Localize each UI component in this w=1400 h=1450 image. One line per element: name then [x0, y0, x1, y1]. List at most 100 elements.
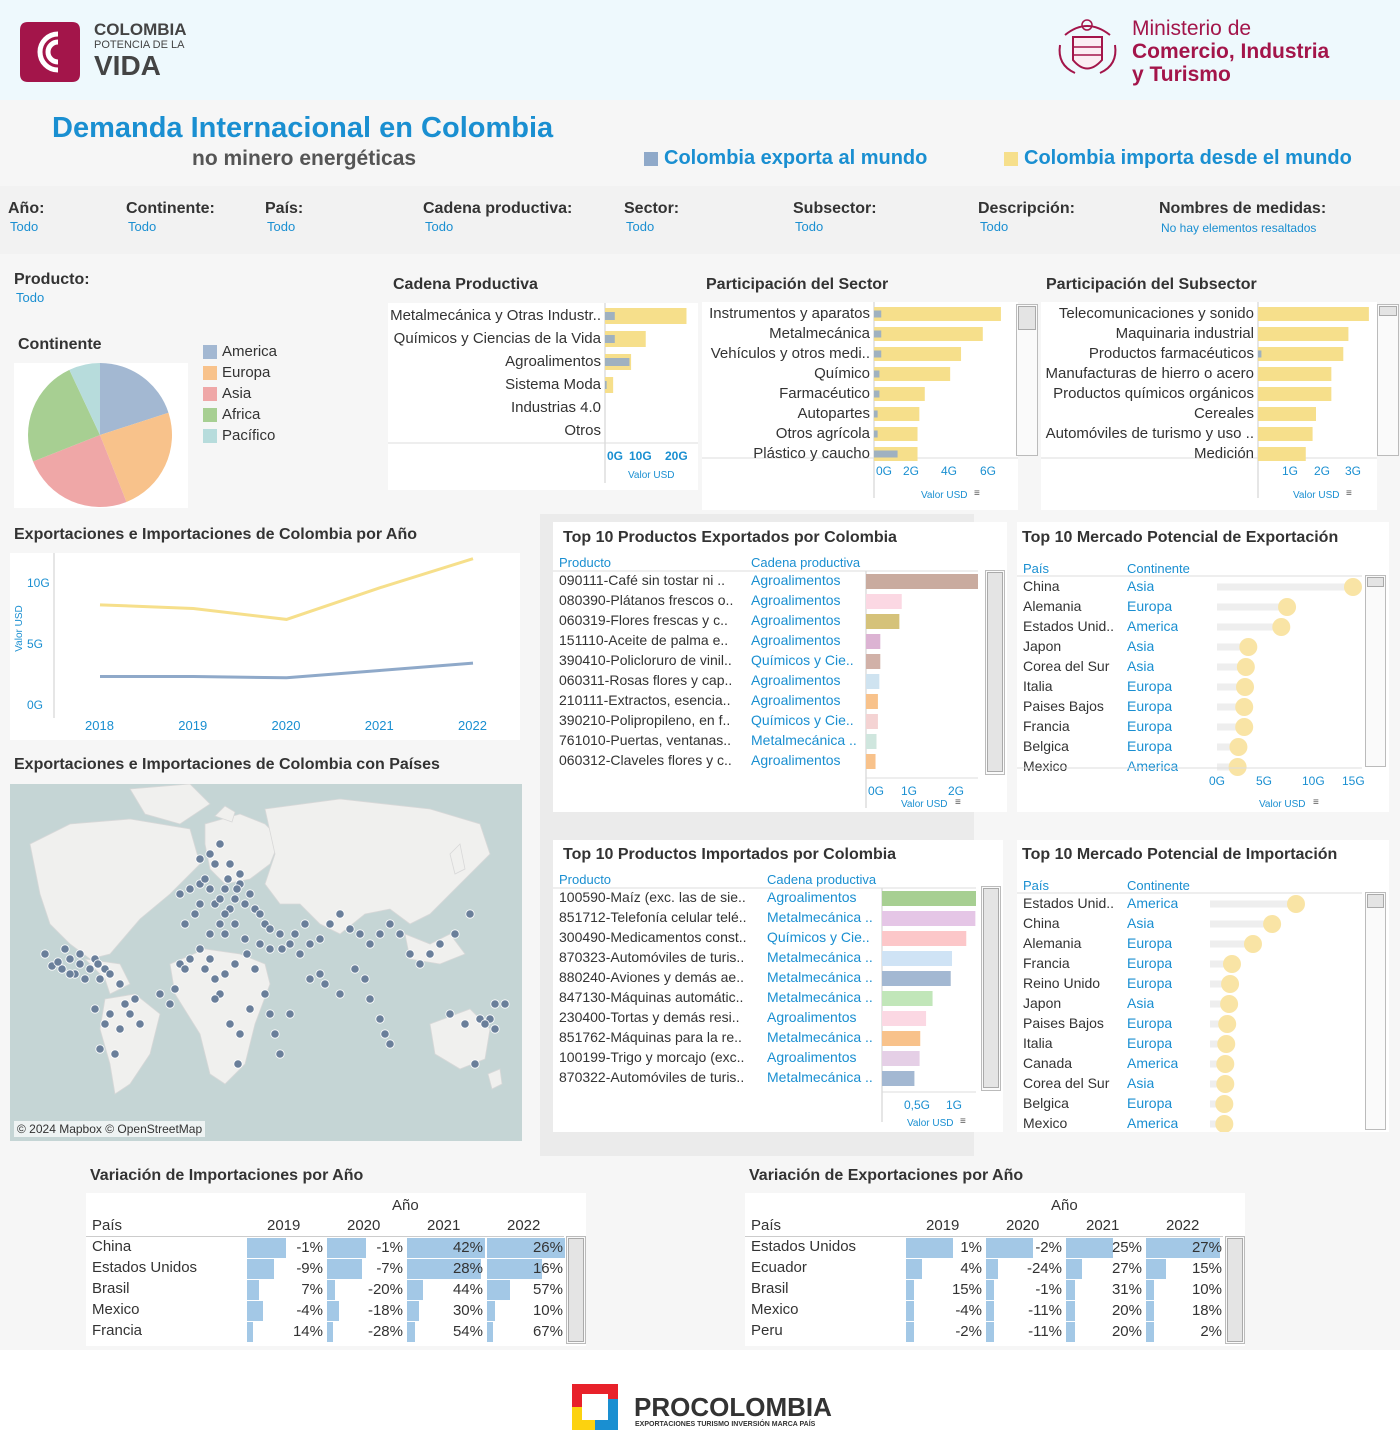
top_exp_products-row-producto[interactable]: 210111-Extractos, esencia.. [559, 692, 731, 708]
top_exp_markets-row-continente[interactable]: Asia [1127, 638, 1155, 654]
filter-descripcion-value[interactable]: Todo [980, 219, 1009, 234]
map-country-dot[interactable] [205, 929, 215, 939]
cadena-export-bar[interactable] [605, 381, 607, 389]
legend-label-asia[interactable]: Asia [222, 385, 252, 402]
top-imp-products-bars[interactable] [553, 840, 1003, 1132]
top_imp_products-row-cadena[interactable]: Metalmecánica .. [767, 969, 873, 985]
map-country-dot[interactable] [130, 994, 140, 1004]
top_exp_products-row-producto[interactable]: 390210-Polipropileno, en f.. [559, 712, 731, 728]
map-country-dot[interactable] [265, 944, 275, 954]
top_exp_markets-row-dot[interactable] [1229, 738, 1248, 756]
map-country-dot[interactable] [223, 874, 233, 884]
sector-category-label[interactable]: Otros agrícola [775, 425, 870, 442]
map-country-dot[interactable] [125, 1009, 135, 1019]
map-country-dot[interactable] [360, 974, 370, 984]
top_exp_products-row-bar[interactable] [866, 594, 902, 609]
sector-category-label[interactable]: Químico [814, 365, 870, 382]
map-country-dot[interactable] [205, 884, 215, 894]
var_exports-cell-value[interactable]: -24% [1026, 1260, 1062, 1277]
map-country-dot[interactable] [395, 929, 405, 939]
cadena-export-bar[interactable] [605, 335, 615, 343]
map-country-dot[interactable] [365, 939, 375, 949]
continent-pie-chart[interactable] [14, 363, 188, 508]
map-country-dot[interactable] [190, 909, 200, 919]
top_exp_products-row-cadena[interactable]: Agroalimentos [751, 612, 841, 628]
var_exports-cell-value[interactable]: 31% [1111, 1281, 1142, 1298]
top_imp_products-row-cadena[interactable]: Químicos y Cie.. [767, 929, 870, 945]
top_exp_products-row-bar[interactable] [866, 654, 881, 669]
map-country-dot[interactable] [53, 957, 63, 967]
map-country-dot[interactable] [205, 849, 215, 859]
top_exp_markets-row-continente[interactable]: Europa [1127, 678, 1173, 694]
top_imp_markets-row-pais[interactable]: China [1023, 915, 1060, 931]
sector-bar-chart[interactable] [702, 302, 1020, 510]
subsector-category-label[interactable]: Medición [1193, 445, 1254, 462]
top_exp_markets-row-pais[interactable]: Japon [1023, 638, 1062, 654]
top_imp_products-row-cadena[interactable]: Metalmecánica .. [767, 909, 873, 925]
map-country-dot[interactable] [175, 889, 185, 899]
var_exports-row-pais[interactable]: Ecuador [751, 1259, 807, 1276]
top_exp_products-row-cadena[interactable]: Agroalimentos [751, 592, 841, 608]
sector-category-label[interactable]: Vehículos y otros medi.. [710, 345, 870, 362]
top_imp_products-row-bar[interactable] [882, 911, 976, 926]
subsector-category-label[interactable]: Telecomunicaciones y sonido [1058, 305, 1254, 322]
var_exports-cell-value[interactable]: -4% [955, 1302, 982, 1319]
var_imports-cell-value[interactable]: -4% [296, 1302, 323, 1319]
var_exports-cell-value[interactable]: 27% [1191, 1239, 1222, 1256]
var_exports-cell-value[interactable]: 27% [1111, 1260, 1142, 1277]
top_imp_markets-row-dot[interactable] [1218, 1015, 1237, 1033]
top_imp_markets-row-pais[interactable]: Alemania [1023, 935, 1082, 951]
top_exp_products-row-producto[interactable]: 060319-Flores frescas y c.. [559, 612, 728, 628]
filter-subsector-value[interactable]: Todo [795, 219, 824, 234]
map-country-dot[interactable] [225, 1019, 235, 1029]
map-country-dot[interactable] [40, 949, 50, 959]
var_exports-cell-value[interactable]: 15% [1191, 1260, 1222, 1277]
sector-scrollbar-track[interactable] [1016, 304, 1038, 456]
cadena-category-label[interactable]: Otros [564, 422, 601, 439]
map-country-dot[interactable] [480, 1019, 490, 1029]
var_exports-cell-value[interactable]: -2% [955, 1323, 982, 1340]
top-exp-sort-icon[interactable]: ≡ [955, 797, 961, 808]
top_exp_products-row-cadena[interactable]: Metalmecánica .. [751, 732, 857, 748]
top_imp_products-row-bar[interactable] [882, 1051, 920, 1066]
var_imports-cell-value[interactable]: 30% [452, 1302, 483, 1319]
cadena-category-label[interactable]: Sistema Moda [505, 376, 601, 393]
top_exp_markets-row-continente[interactable]: Europa [1127, 598, 1173, 614]
map-country-dot[interactable] [115, 1024, 125, 1034]
sector-import-bar[interactable] [874, 407, 920, 421]
var_exports-cell-value[interactable]: 20% [1111, 1302, 1142, 1319]
sector-export-bar[interactable] [874, 450, 898, 458]
sector-export-bar[interactable] [874, 330, 882, 338]
map-country-dot[interactable] [195, 899, 205, 909]
sector-import-bar[interactable] [874, 327, 983, 341]
map-country-dot[interactable] [85, 964, 95, 974]
top_imp_markets-row-pais[interactable]: Japon [1023, 995, 1062, 1011]
pie-slice-europa[interactable] [100, 412, 173, 502]
map-country-dot[interactable] [465, 909, 475, 919]
top_exp_markets-row-pais[interactable]: Mexico [1023, 758, 1068, 774]
map-country-dot[interactable] [260, 989, 270, 999]
map-country-dot[interactable] [230, 959, 240, 969]
top_imp_products-row-cadena[interactable]: Metalmecánica .. [767, 949, 873, 965]
top-impm-scrollbar[interactable] [1365, 892, 1386, 1130]
sector-category-label[interactable]: Instrumentos y aparatos [709, 305, 870, 322]
map-country-dot[interactable] [320, 979, 330, 989]
map-country-dot[interactable] [115, 979, 125, 989]
top_imp_products-row-bar[interactable] [882, 1011, 927, 1026]
top-exp-scroll-thumb[interactable] [987, 572, 1003, 772]
sector-sort-icon[interactable]: ≡ [974, 488, 980, 499]
top_imp_markets-row-dot[interactable] [1221, 975, 1240, 993]
legend-export-label[interactable]: Colombia exporta al mundo [664, 147, 928, 169]
legend-label-pacífico[interactable]: Pacífico [222, 427, 276, 444]
top_imp_products-row-producto[interactable]: 870322-Automóviles de turis.. [559, 1069, 745, 1085]
top_exp_markets-row-pais[interactable]: Belgica [1023, 738, 1069, 754]
map-country-dot[interactable] [210, 859, 220, 869]
map-country-dot[interactable] [350, 964, 360, 974]
var_exports-cell-value[interactable]: 18% [1191, 1302, 1222, 1319]
legend-import-label[interactable]: Colombia importa desde el mundo [1024, 147, 1352, 169]
top_exp_markets-row-pais[interactable]: China [1023, 578, 1060, 594]
top-imp-sort-icon[interactable]: ≡ [960, 1116, 966, 1127]
map-country-dot[interactable] [435, 939, 445, 949]
map-country-dot[interactable] [275, 1049, 285, 1059]
map-country-dot[interactable] [300, 919, 310, 929]
